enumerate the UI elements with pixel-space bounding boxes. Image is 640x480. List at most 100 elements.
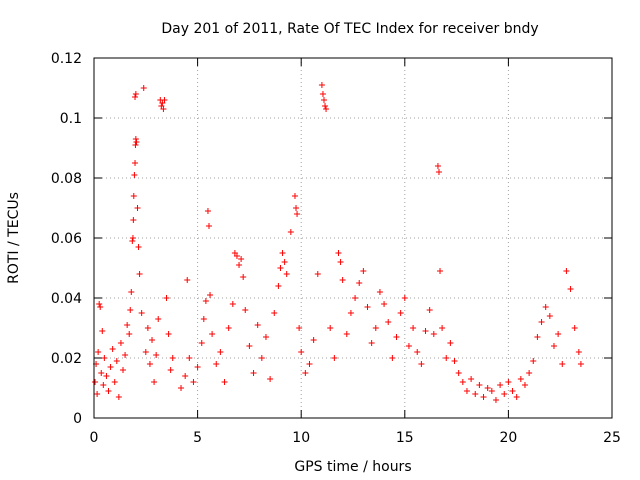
data-point — [327, 325, 334, 331]
data-point — [151, 379, 158, 385]
data-point — [190, 379, 197, 385]
data-point — [144, 325, 151, 331]
data-point — [347, 310, 354, 316]
data-point — [96, 301, 103, 307]
y-tick-label: 0.04 — [51, 291, 82, 307]
data-point — [246, 343, 253, 349]
data-point — [546, 313, 553, 319]
data-point — [455, 370, 462, 376]
data-point — [318, 82, 325, 88]
data-point — [250, 370, 257, 376]
data-point — [555, 331, 562, 337]
data-point — [135, 244, 142, 250]
data-point — [120, 367, 127, 373]
grid-lines — [94, 58, 612, 418]
data-point — [178, 385, 185, 391]
data-point — [331, 355, 338, 361]
y-axis-title: ROTI / TECUs — [6, 192, 22, 284]
data-point — [95, 349, 102, 355]
data-point — [364, 304, 371, 310]
data-point — [410, 325, 417, 331]
data-point — [130, 217, 137, 223]
data-point — [238, 256, 245, 262]
data-point — [571, 325, 578, 331]
data-point — [233, 253, 240, 259]
data-point — [149, 337, 156, 343]
data-point — [209, 331, 216, 337]
data-point — [323, 106, 330, 112]
data-point — [463, 388, 470, 394]
data-point — [530, 358, 537, 364]
data-point — [401, 295, 408, 301]
data-point — [242, 307, 249, 313]
data-point — [132, 136, 139, 142]
data-point — [389, 355, 396, 361]
data-point — [213, 361, 220, 367]
data-point — [229, 301, 236, 307]
data-point — [207, 292, 214, 298]
data-point — [275, 283, 282, 289]
data-point — [422, 328, 429, 334]
data-point — [322, 103, 329, 109]
data-point — [138, 310, 145, 316]
data-point — [306, 361, 313, 367]
data-point — [127, 307, 134, 313]
data-point — [182, 373, 189, 379]
data-point — [186, 355, 193, 361]
data-point — [343, 331, 350, 337]
x-tick-label: 0 — [90, 430, 99, 446]
data-point — [283, 271, 290, 277]
data-point — [101, 355, 108, 361]
data-point — [132, 94, 139, 100]
data-point — [468, 376, 475, 382]
data-point — [294, 211, 301, 217]
data-point — [99, 328, 106, 334]
x-tick-label: 10 — [292, 430, 310, 446]
data-point — [372, 325, 379, 331]
data-point — [111, 379, 118, 385]
data-point — [426, 307, 433, 313]
data-point — [194, 364, 201, 370]
data-point — [559, 361, 566, 367]
data-point — [472, 391, 479, 397]
chart-title: Day 201 of 2011, Rate Of TEC Index for r… — [161, 21, 538, 37]
data-point — [526, 370, 533, 376]
data-point — [513, 394, 520, 400]
data-point — [575, 349, 582, 355]
data-point — [314, 271, 321, 277]
data-point — [538, 319, 545, 325]
data-point — [103, 373, 110, 379]
x-tick-label: 25 — [603, 430, 621, 446]
data-point — [160, 106, 167, 112]
data-points — [92, 82, 584, 403]
y-tick-label: 0.06 — [51, 231, 82, 247]
data-point — [128, 289, 135, 295]
data-point — [310, 337, 317, 343]
data-point — [94, 391, 101, 397]
data-point — [480, 394, 487, 400]
data-point — [484, 385, 491, 391]
data-point — [131, 172, 138, 178]
y-tick-label: 0.1 — [60, 111, 82, 127]
data-point — [447, 340, 454, 346]
data-point — [217, 349, 224, 355]
data-point — [298, 349, 305, 355]
data-point — [320, 97, 327, 103]
data-point — [132, 91, 139, 97]
data-point — [497, 382, 504, 388]
data-point — [356, 280, 363, 286]
data-point — [155, 316, 162, 322]
data-point — [122, 352, 129, 358]
data-point — [109, 346, 116, 352]
y-tick-label: 0 — [73, 411, 82, 427]
data-point — [115, 394, 122, 400]
x-tick-labels: 0 5 10 15 20 25 — [90, 430, 621, 446]
data-point — [198, 340, 205, 346]
data-point — [291, 193, 298, 199]
axis-ticks — [93, 57, 613, 419]
data-point — [368, 340, 375, 346]
data-point — [107, 364, 114, 370]
data-point — [352, 295, 359, 301]
data-point — [200, 316, 207, 322]
